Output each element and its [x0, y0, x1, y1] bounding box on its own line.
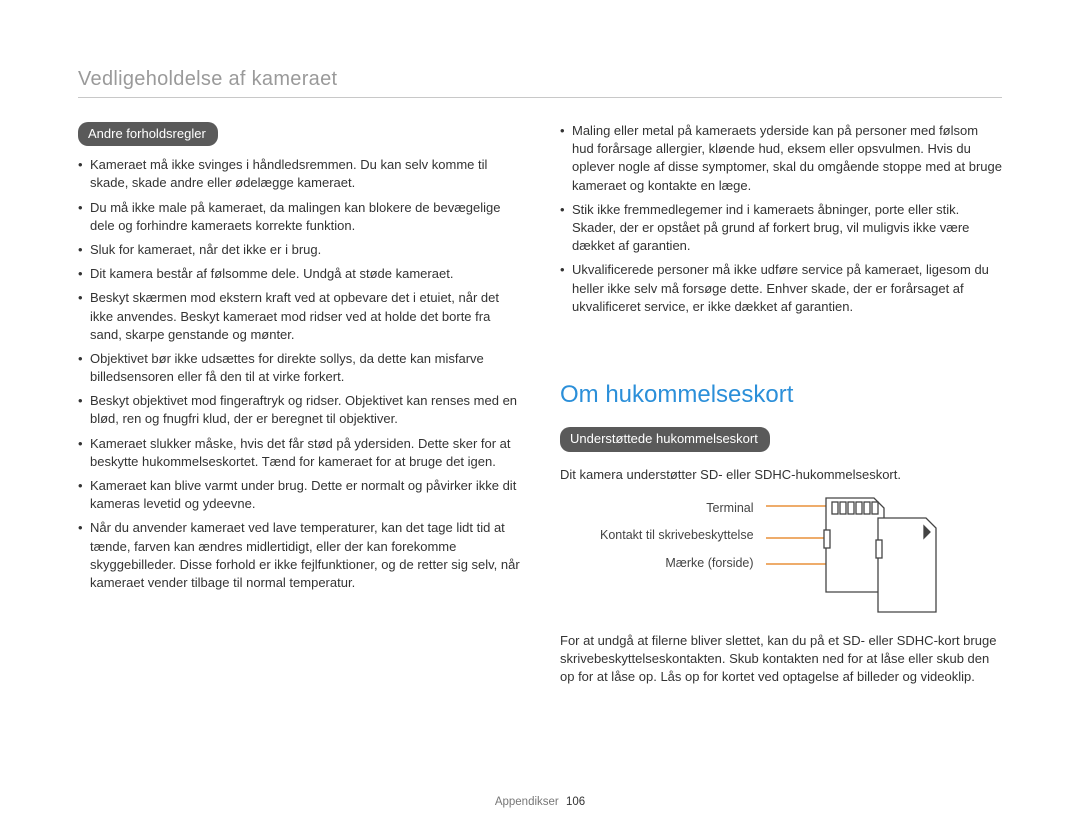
- list-item: Beskyt skærmen mod ekstern kraft ved at …: [78, 289, 520, 344]
- list-item: Ukvalificerede personer må ikke udføre s…: [560, 261, 1002, 316]
- list-item: Stik ikke fremmedlegemer ind i kameraets…: [560, 201, 1002, 256]
- diagram-labels: Terminal Kontakt til skrivebeskyttelse M…: [600, 496, 754, 573]
- section-title: Om hukommelseskort: [560, 378, 1002, 412]
- list-item: Kameraet slukker måske, hvis det får stø…: [78, 435, 520, 471]
- terminal-label: Terminal: [600, 500, 754, 518]
- list-item: Kameraet kan blive varmt under brug. Det…: [78, 477, 520, 513]
- list-item: Du må ikke male på kameraet, da malingen…: [78, 199, 520, 235]
- page-header: Vedligeholdelse af kameraet: [78, 68, 1002, 98]
- right-column: Maling eller metal på kameraets yderside…: [560, 122, 1002, 686]
- write-protect-label: Kontakt til skrivebeskyttelse: [600, 527, 754, 545]
- footer-section: Appendikser: [495, 796, 559, 808]
- supported-cards-intro: Dit kamera understøtter SD- eller SDHC-h…: [560, 466, 1002, 484]
- two-column-layout: Andre forholdsregler Kameraet må ikke sv…: [78, 122, 1002, 686]
- page-footer: Appendikser 106: [0, 796, 1080, 808]
- closing-paragraph: For at undgå at filerne bliver slettet, …: [560, 632, 1002, 687]
- footer-page-number: 106: [566, 796, 585, 808]
- sd-card-icon: [766, 496, 956, 616]
- list-item: Maling eller metal på kameraets yderside…: [560, 122, 1002, 195]
- list-item: Beskyt objektivet mod fingeraftryk og ri…: [78, 392, 520, 428]
- sd-card-diagram: Terminal Kontakt til skrivebeskyttelse M…: [600, 496, 1002, 616]
- list-item: Sluk for kameraet, når det ikke er i bru…: [78, 241, 520, 259]
- list-item: Dit kamera består af følsomme dele. Undg…: [78, 265, 520, 283]
- list-item: Kameraet må ikke svinges i håndledsremme…: [78, 156, 520, 192]
- precautions-list: Kameraet må ikke svinges i håndledsremme…: [78, 156, 520, 592]
- precautions-badge: Andre forholdsregler: [78, 122, 218, 146]
- supported-cards-badge: Understøttede hukommelseskort: [560, 427, 770, 451]
- list-item: Når du anvender kameraet ved lave temper…: [78, 519, 520, 592]
- precautions-list-continued: Maling eller metal på kameraets yderside…: [560, 122, 1002, 316]
- left-column: Andre forholdsregler Kameraet må ikke sv…: [78, 122, 520, 686]
- front-label: Mærke (forside): [600, 555, 754, 573]
- list-item: Objektivet bør ikke udsættes for direkte…: [78, 350, 520, 386]
